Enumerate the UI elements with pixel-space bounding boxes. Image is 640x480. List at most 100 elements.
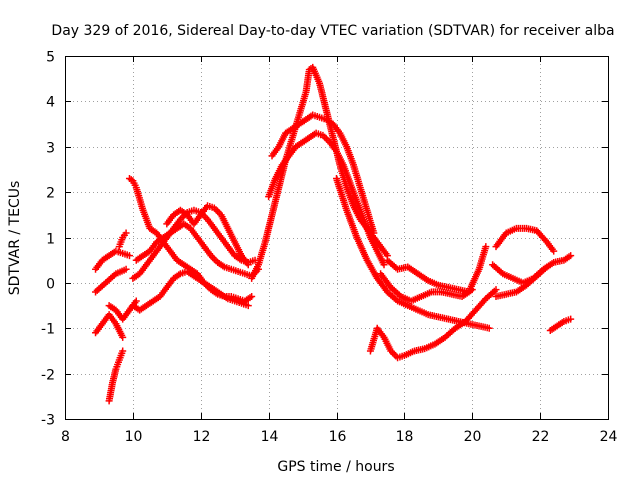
data-point xyxy=(543,263,551,271)
marker-run xyxy=(93,280,108,294)
marker-run xyxy=(202,244,214,258)
marker-run xyxy=(185,207,196,216)
marker-run xyxy=(168,249,180,262)
marker-run xyxy=(296,90,309,117)
marker-run xyxy=(385,258,400,272)
marker-run xyxy=(206,203,216,211)
marker-run xyxy=(524,274,539,288)
marker-run xyxy=(367,235,380,253)
data-point xyxy=(550,247,558,255)
marker-run xyxy=(304,112,315,122)
marker-run xyxy=(534,228,549,244)
marker-run xyxy=(364,258,380,280)
marker-run xyxy=(357,186,370,212)
data-point xyxy=(380,261,388,269)
marker-run xyxy=(113,358,122,371)
marker-run xyxy=(276,131,289,149)
marker-run xyxy=(460,287,475,299)
marker-run xyxy=(179,268,189,277)
marker-run xyxy=(131,271,142,281)
marker-run xyxy=(215,260,227,270)
x-tick-labels: 8 10 12 14 16 18 20 22 24 xyxy=(61,429,617,445)
marker-run xyxy=(364,208,377,235)
marker-run xyxy=(318,114,328,123)
marker-run xyxy=(548,323,559,333)
marker-run xyxy=(249,263,261,280)
x-tick-label: 8 xyxy=(61,429,70,445)
y-tick-label: -2 xyxy=(41,368,55,384)
marker-run xyxy=(93,322,105,335)
marker-run xyxy=(116,349,126,362)
marker-run xyxy=(148,226,159,236)
marker-run xyxy=(182,262,193,272)
marker-run xyxy=(283,126,295,136)
y-tick-label: 0 xyxy=(46,277,55,293)
marker-run xyxy=(247,257,257,266)
marker-run xyxy=(290,121,301,131)
marker-run xyxy=(272,163,285,181)
data-point xyxy=(492,286,500,294)
marker-run xyxy=(343,208,360,240)
marker-run xyxy=(443,326,458,340)
x-tick-label: 22 xyxy=(532,429,550,445)
marker-run xyxy=(134,253,145,263)
marker-run xyxy=(473,296,488,312)
series-track-m xyxy=(268,111,378,237)
marker-run xyxy=(168,226,179,236)
marker-run xyxy=(327,140,339,153)
chart-title: Day 329 of 2016, Sidereal Day-to-day VTE… xyxy=(51,23,614,39)
marker-run xyxy=(133,186,146,212)
marker-run xyxy=(367,326,381,353)
marker-run xyxy=(107,313,118,326)
marker-run xyxy=(192,273,203,283)
marker-run xyxy=(161,230,172,240)
series-track-d xyxy=(92,311,127,341)
marker-run xyxy=(378,244,390,258)
marker-run xyxy=(171,207,183,218)
marker-run xyxy=(385,290,400,303)
marker-run xyxy=(233,298,243,306)
series-track-f xyxy=(115,229,130,251)
marker-run xyxy=(144,298,155,308)
marker-run xyxy=(137,303,149,313)
marker-run xyxy=(350,204,363,221)
tick-marks xyxy=(65,56,609,420)
marker-run xyxy=(192,207,202,216)
marker-run xyxy=(321,133,332,144)
marker-run xyxy=(239,254,251,267)
marker-run xyxy=(381,335,394,353)
series-track-a xyxy=(92,247,133,273)
series-track-q xyxy=(366,286,500,362)
marker-run xyxy=(476,245,489,271)
marker-run xyxy=(255,240,269,267)
marker-run xyxy=(198,278,210,288)
marker-run xyxy=(107,248,118,258)
marker-run xyxy=(350,163,364,189)
data-point xyxy=(119,333,127,341)
marker-run xyxy=(389,285,403,299)
x-tick-label: 12 xyxy=(193,429,211,445)
marker-run xyxy=(212,287,223,297)
x-tick-label: 18 xyxy=(396,429,414,445)
data-point xyxy=(244,261,252,269)
data-point xyxy=(567,252,575,260)
marker-run xyxy=(219,291,230,302)
y-tick-label: 2 xyxy=(46,186,55,202)
marker-run xyxy=(555,319,566,329)
marker-run xyxy=(378,272,393,290)
marker-run xyxy=(151,294,162,304)
marker-run xyxy=(232,253,244,263)
marker-run xyxy=(130,179,139,189)
series-track-s xyxy=(492,224,558,255)
marker-run xyxy=(334,149,346,167)
marker-run xyxy=(154,235,166,245)
marker-run xyxy=(374,249,387,267)
marker-run xyxy=(340,163,353,185)
marker-run xyxy=(423,341,437,352)
marker-run xyxy=(406,264,420,277)
marker-run xyxy=(484,287,498,301)
series-track-p xyxy=(383,243,490,296)
marker-run xyxy=(416,271,430,283)
data-point xyxy=(122,229,130,237)
marker-run xyxy=(544,240,556,253)
